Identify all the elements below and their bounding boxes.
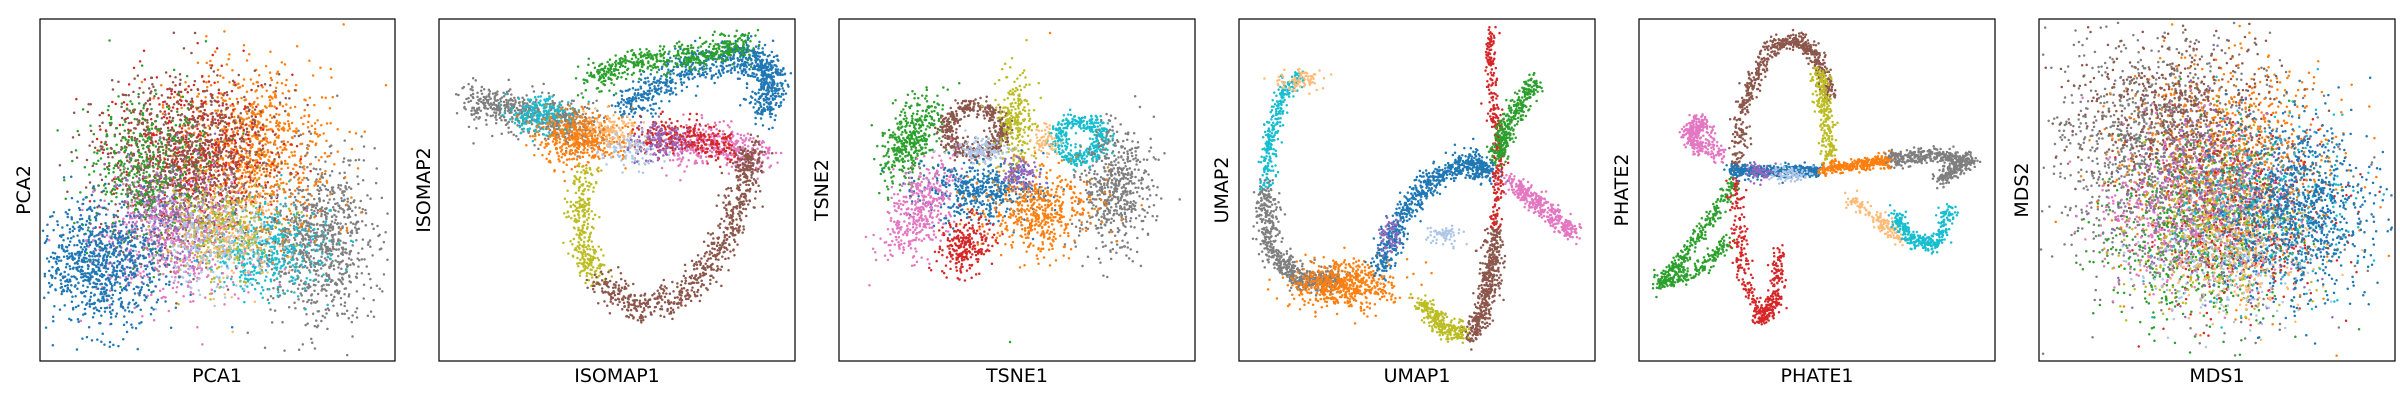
phate-y-axis-label: PHATE2 bbox=[1611, 154, 1633, 227]
point-cluster-green bbox=[1485, 71, 1544, 167]
pca-plot-frame bbox=[39, 18, 396, 362]
point-cluster-brown bbox=[1460, 220, 1507, 351]
pca-scatter-points bbox=[41, 23, 389, 357]
point-cluster-light-blue bbox=[1425, 224, 1468, 250]
point-cluster-light-orange bbox=[2151, 165, 2364, 342]
point-cluster-light-blue bbox=[2121, 172, 2333, 349]
tsne-plot-frame bbox=[838, 18, 1196, 362]
point-cluster-light-blue bbox=[1764, 163, 1814, 185]
point-cluster-blue bbox=[1364, 137, 1509, 282]
point-cluster-orange bbox=[1266, 246, 1433, 325]
point-cluster-blue bbox=[880, 140, 1065, 243]
point-cluster-red bbox=[75, 41, 312, 254]
point-cluster-purple bbox=[626, 115, 691, 165]
pca-y-axis-label: PCA2 bbox=[13, 165, 35, 215]
umap-panel: UMAP1 UMAP2 bbox=[1211, 18, 1596, 387]
point-cluster-red bbox=[1725, 176, 1788, 326]
mds-plot-frame bbox=[2038, 18, 2396, 362]
point-cluster-cyan bbox=[1887, 203, 1959, 255]
point-cluster-red bbox=[928, 204, 1004, 282]
isomap-scatter-points bbox=[454, 28, 793, 324]
point-cluster-light-orange bbox=[1263, 67, 1333, 95]
pca-x-axis-label: PCA1 bbox=[192, 365, 242, 387]
point-cluster-brown bbox=[1728, 28, 1837, 177]
phate-x-axis-label: PHATE1 bbox=[1781, 365, 1854, 387]
point-cluster-pink bbox=[864, 138, 982, 287]
point-cluster-orange bbox=[1817, 149, 1896, 178]
point-cluster-red bbox=[631, 110, 748, 169]
point-cluster-light-blue bbox=[595, 126, 672, 175]
point-cluster-orange bbox=[516, 102, 648, 183]
umap-scatter-points bbox=[1251, 25, 1583, 351]
point-cluster-pink bbox=[1678, 113, 1727, 164]
point-cluster-gray bbox=[221, 94, 389, 357]
umap-y-axis-label: UMAP2 bbox=[1211, 157, 1233, 224]
phate-scatter-points bbox=[1651, 28, 1982, 326]
point-cluster-blue bbox=[41, 175, 234, 351]
tsne-panel: TSNE1 TSNE2 bbox=[811, 18, 1196, 387]
point-cluster-pink bbox=[2068, 88, 2337, 336]
point-cluster-pink bbox=[1495, 172, 1583, 246]
point-cluster-blue bbox=[2155, 74, 2393, 345]
point-cluster-green bbox=[56, 39, 245, 289]
isomap-panel: ISOMAP1 ISOMAP2 bbox=[413, 18, 796, 387]
point-cluster-olive bbox=[1408, 293, 1471, 345]
isomap-x-axis-label: ISOMAP1 bbox=[574, 365, 660, 387]
mds-panel: MDS1 MDS2 bbox=[2011, 18, 2396, 387]
tsne-y-axis-label: TSNE2 bbox=[811, 159, 833, 222]
point-cluster-olive bbox=[978, 38, 1049, 192]
point-cluster-red bbox=[2107, 85, 2381, 348]
point-cluster-brown bbox=[585, 133, 774, 324]
point-cluster-olive bbox=[1809, 66, 1839, 165]
isomap-plot-frame bbox=[438, 18, 796, 362]
point-cluster-light-orange bbox=[1029, 121, 1064, 159]
mds-scatter-points bbox=[2039, 21, 2393, 357]
pca-panel: PCA1 PCA2 bbox=[13, 18, 396, 387]
point-cluster-purple bbox=[1002, 155, 1049, 193]
point-cluster-gray bbox=[1884, 144, 1982, 190]
point-cluster-purple bbox=[1376, 216, 1402, 257]
point-cluster-light-orange bbox=[1843, 189, 1907, 247]
point-cluster-orange bbox=[2054, 23, 2391, 357]
tsne-scatter-points bbox=[864, 31, 1181, 344]
tsne-x-axis-label: TSNE1 bbox=[985, 365, 1048, 387]
point-cluster-light-orange bbox=[147, 165, 302, 334]
mds-y-axis-label: MDS2 bbox=[2011, 162, 2033, 217]
phate-panel: PHATE1 PHATE2 bbox=[1611, 18, 1996, 387]
point-cluster-green bbox=[1651, 174, 1741, 299]
point-cluster-gray bbox=[1063, 95, 1181, 279]
point-cluster-blue bbox=[1723, 161, 1826, 184]
point-cluster-purple bbox=[1745, 160, 1780, 186]
mds-x-axis-label: MDS1 bbox=[2189, 365, 2244, 387]
point-cluster-light-blue bbox=[133, 161, 294, 311]
point-cluster-cyan bbox=[1257, 70, 1306, 197]
point-cluster-blue bbox=[610, 33, 793, 131]
point-cluster-cyan bbox=[1044, 108, 1116, 172]
isomap-y-axis-label: ISOMAP2 bbox=[413, 147, 435, 233]
point-cluster-red bbox=[1480, 25, 1510, 235]
umap-plot-frame bbox=[1238, 18, 1596, 362]
point-cluster-light-orange bbox=[572, 105, 646, 149]
point-cluster-pink bbox=[649, 113, 783, 182]
point-cluster-gray bbox=[454, 77, 617, 158]
point-cluster-olive bbox=[562, 162, 614, 287]
point-cluster-light-blue bbox=[933, 129, 1018, 165]
point-cluster-green bbox=[574, 28, 761, 99]
umap-x-axis-label: UMAP1 bbox=[1384, 365, 1451, 387]
point-cluster-gray bbox=[2039, 21, 2376, 357]
point-cluster-green bbox=[870, 81, 1012, 344]
point-cluster-gray bbox=[1251, 178, 1353, 297]
phate-plot-frame bbox=[1638, 18, 1996, 362]
